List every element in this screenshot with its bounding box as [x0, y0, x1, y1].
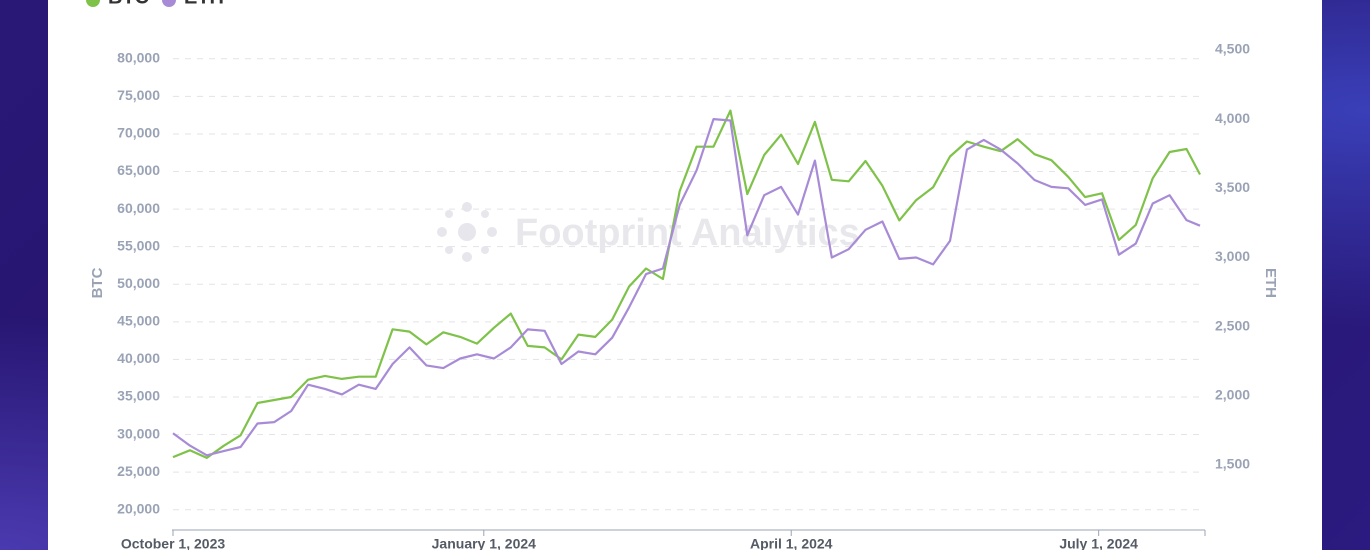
x-tick-label: July 1, 2024 [1059, 536, 1138, 550]
y2-tick-label: 3,000 [1215, 248, 1250, 264]
y-tick-label: 40,000 [117, 350, 160, 366]
y-tick-label: 30,000 [117, 425, 160, 441]
y-tick-label: 75,000 [117, 87, 160, 103]
x-tick-label: January 1, 2024 [432, 536, 537, 550]
legend-label: BTC [108, 0, 149, 8]
y-tick-label: 55,000 [117, 237, 160, 253]
series-line [172, 109, 1201, 459]
y-tick-label: 25,000 [117, 463, 160, 479]
y-tick-label: 50,000 [117, 275, 160, 291]
y2-tick-label: 2,500 [1215, 317, 1250, 333]
x-tick-label: October 1, 2023 [121, 536, 225, 550]
y-tick-label: 65,000 [117, 162, 160, 178]
y2-tick-label: 4,500 [1215, 41, 1250, 57]
y-tick-label: 60,000 [117, 200, 160, 216]
y-tick-label: 20,000 [117, 500, 160, 516]
y2-axis-title: ETH [1262, 268, 1279, 298]
y-tick-label: 35,000 [117, 388, 160, 404]
legend-marker [162, 0, 176, 7]
legend-marker [86, 0, 100, 7]
x-tick-label: April 1, 2024 [750, 536, 833, 550]
y2-tick-label: 1,500 [1215, 456, 1250, 472]
y-tick-label: 45,000 [117, 313, 160, 329]
watermark: Footprint Analytics [515, 212, 860, 254]
watermark-logo [437, 202, 497, 262]
series-line [172, 118, 1201, 457]
card [48, 0, 1322, 550]
y-tick-label: 70,000 [117, 125, 160, 141]
legend-label: ETH [184, 0, 224, 8]
y-tick-label: 80,000 [117, 49, 160, 65]
y-axis-title: BTC [89, 267, 106, 298]
y2-tick-label: 3,500 [1215, 179, 1250, 195]
y2-tick-label: 2,000 [1215, 387, 1250, 403]
y2-tick-label: 4,000 [1215, 110, 1250, 126]
